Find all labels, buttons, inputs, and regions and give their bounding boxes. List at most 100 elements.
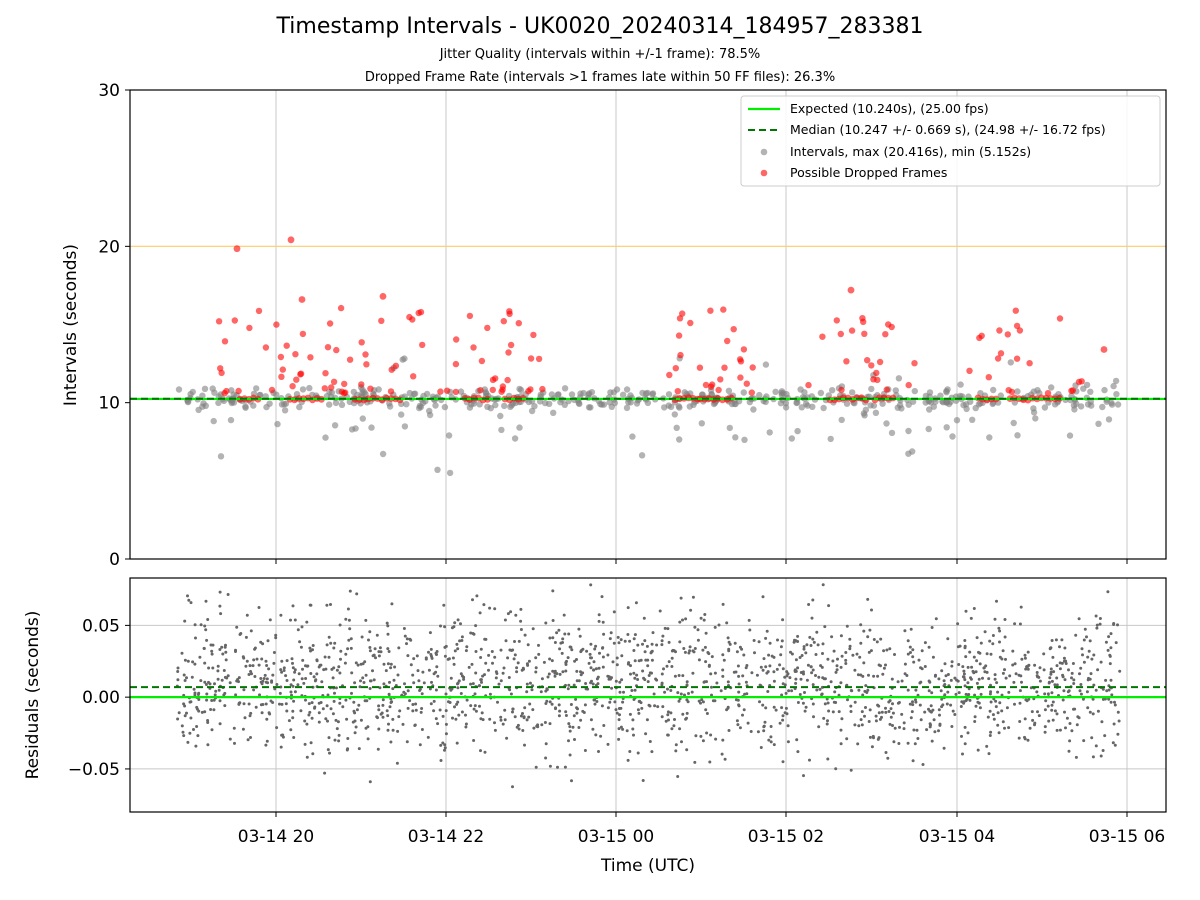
residual-point (793, 668, 797, 672)
residual-point (547, 672, 551, 676)
residual-point (976, 748, 980, 752)
residual-point (609, 677, 612, 681)
residual-point (865, 691, 869, 694)
residual-point (778, 663, 782, 667)
residual-point (487, 653, 491, 657)
interval-point (585, 404, 593, 411)
residual-point (511, 710, 514, 714)
residual-point (643, 678, 647, 682)
residual-point (1082, 660, 1086, 664)
residual-point (809, 644, 813, 647)
residual-point (808, 635, 812, 639)
residual-point (906, 688, 910, 692)
dropped-frame-point (452, 388, 460, 396)
residual-point (420, 692, 424, 696)
residual-point (902, 727, 906, 731)
interval-point (802, 400, 810, 408)
residual-point (749, 730, 753, 733)
residual-point (726, 680, 730, 684)
residual-point (1111, 741, 1115, 745)
interval-point (209, 385, 216, 392)
interval-points (175, 355, 1122, 477)
residual-point (192, 687, 196, 691)
residual-point (663, 690, 667, 694)
residual-point (996, 711, 1000, 715)
residual-point (493, 607, 497, 611)
residual-point (849, 710, 853, 713)
residual-point (666, 733, 670, 737)
residual-point (1064, 726, 1067, 730)
dropped-frame-point (709, 381, 716, 388)
residual-point (247, 673, 251, 676)
residual-point (1068, 739, 1072, 743)
residual-point (885, 648, 889, 652)
residual-point (477, 684, 481, 688)
residual-point (973, 693, 977, 697)
dropped-frame-point (868, 362, 875, 369)
residual-point (988, 734, 992, 737)
residual-point (195, 725, 199, 728)
residual-point (765, 629, 769, 633)
residual-point (837, 693, 841, 697)
dropped-frame-point (378, 317, 385, 324)
residual-point (909, 651, 912, 654)
residual-point (243, 716, 247, 720)
residual-point (817, 675, 821, 679)
residual-point (890, 677, 894, 681)
residual-point (553, 641, 557, 644)
residual-point (299, 645, 303, 649)
residual-point (1094, 688, 1098, 692)
residual-point (951, 709, 955, 713)
dropped-frame-point (333, 346, 340, 354)
interval-point (1114, 401, 1122, 408)
residual-point (332, 666, 336, 670)
residual-point (200, 710, 204, 714)
residual-point (488, 717, 492, 721)
residual-point (620, 654, 624, 658)
residual-point (315, 672, 319, 676)
residual-point (436, 674, 440, 678)
dropped-frame-point (342, 389, 349, 396)
dropped-frame-point (231, 317, 238, 324)
residual-point (950, 725, 954, 728)
interval-point (673, 424, 680, 431)
interval-point (870, 402, 878, 409)
dropped-frame-point (847, 286, 855, 294)
residual-point (1063, 678, 1067, 682)
residual-point (539, 690, 543, 694)
interval-point (528, 407, 536, 415)
residual-point (721, 668, 725, 672)
residual-point (957, 691, 961, 695)
residual-point (388, 705, 392, 709)
residual-point (460, 635, 464, 639)
residual-point (265, 739, 269, 743)
residual-point (187, 598, 191, 602)
residual-point (241, 727, 245, 731)
residual-point (176, 670, 180, 673)
residual-point (275, 683, 279, 686)
residual-point (835, 668, 839, 672)
residual-point (927, 645, 931, 649)
interval-point (671, 411, 678, 418)
residual-point (931, 655, 935, 659)
residual-point (415, 654, 419, 658)
interval-point (322, 434, 329, 441)
interval-point (925, 425, 932, 433)
residual-point (1064, 662, 1068, 665)
residual-point (896, 680, 900, 684)
residual-point (930, 691, 934, 695)
dropped-frame-point (838, 386, 845, 394)
residual-point (193, 693, 197, 697)
residual-point (802, 645, 806, 649)
residual-point (737, 682, 741, 686)
residual-point (1075, 723, 1079, 727)
residual-point (526, 663, 530, 667)
residual-point (758, 700, 761, 704)
residual-point (336, 720, 340, 724)
residual-point (985, 670, 989, 674)
residual-point (642, 616, 646, 620)
residual-point (655, 643, 659, 647)
residual-point (821, 642, 825, 646)
residual-point (906, 652, 910, 656)
residual-point (380, 711, 384, 715)
